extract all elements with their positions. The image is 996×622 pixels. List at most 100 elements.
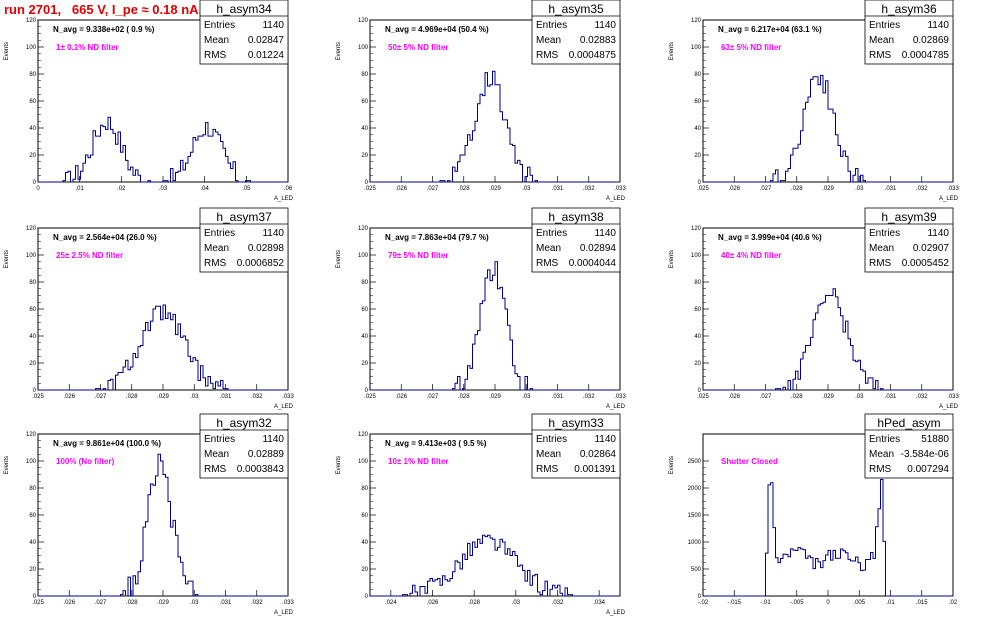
- filter-label: 40± 4% ND filter: [721, 251, 781, 260]
- y-axis-title: Events: [669, 456, 675, 474]
- x-tick-label: .028: [458, 186, 470, 192]
- x-tick-label: .025: [32, 394, 44, 400]
- stats-value-mean: 0.02889: [248, 449, 285, 460]
- stats-name: h_asym33: [548, 416, 604, 430]
- x-tick-label: .031: [220, 394, 232, 400]
- filter-label: 63± 5% ND filter: [721, 43, 781, 52]
- y-tick-label: 80: [29, 486, 36, 492]
- x-tick-label: .029: [157, 600, 169, 606]
- y-axis-title: Events: [669, 250, 675, 268]
- histogram-panel-h_asym34: 0 20 40 60 80 100 120 0 .01 .02 .03 .04 .05 .06 Events…: [4, 0, 294, 202]
- y-axis-title: Events: [336, 456, 342, 474]
- x-tick-label: .027: [95, 394, 107, 400]
- x-tick-label: .03: [855, 394, 864, 400]
- x-tick-label: .032: [916, 186, 928, 192]
- stats-name: h_asym39: [881, 210, 937, 224]
- stats-box: [199, 207, 289, 273]
- stats-key-mean: Mean: [536, 243, 561, 254]
- stats-key-rms: RMS: [536, 258, 559, 269]
- x-tick-label: .026: [63, 394, 75, 400]
- x-tick-label: .03: [159, 186, 168, 192]
- stats-value-entries: 1140: [594, 228, 616, 239]
- n-avg-label: N_avg = 3.999e+04 (40.6 %): [718, 233, 822, 242]
- x-tick-label: 0: [826, 600, 830, 606]
- histogram-line: [703, 288, 953, 391]
- stats-box: [864, 207, 954, 273]
- y-tick-label: 100: [358, 459, 369, 465]
- stats-key-mean: Mean: [204, 243, 229, 254]
- stats-key-mean: Mean: [204, 35, 229, 46]
- y-tick-label: 40: [29, 126, 36, 132]
- x-tick-label: .032: [916, 394, 928, 400]
- x-tick-label: .031: [552, 394, 564, 400]
- x-tick-label: .028: [126, 394, 138, 400]
- y-tick-label: 60: [361, 307, 368, 313]
- histogram-panel-h_asym35: 0 20 40 60 80 100 120 .025 .026 .027 .028 .029 .03 .0…: [336, 0, 626, 202]
- histogram-line: [370, 70, 620, 183]
- stats-key-entries: Entries: [869, 228, 900, 239]
- filter-label: 25± 2.5% ND filter: [56, 251, 123, 260]
- x-tick-label: .03: [855, 186, 864, 192]
- y-tick-label: 120: [358, 18, 369, 24]
- x-tick-label: -.02: [698, 600, 709, 606]
- y-tick-label: 0: [365, 594, 369, 600]
- n-avg-label: N_avg = 4.969e+04 (50.4 %): [385, 25, 489, 34]
- y-tick-label: 60: [29, 307, 36, 313]
- stats-value-entries: 1140: [594, 20, 616, 31]
- histogram-panel-h_asym39: 0 20 40 60 80 100 120 .025 .026 .027 .028 .029 .03 .0…: [669, 207, 959, 410]
- y-tick-label: 0: [698, 180, 702, 186]
- y-axis-title: Events: [4, 42, 10, 60]
- stats-key-rms: RMS: [869, 258, 892, 269]
- x-tick-label: .032: [552, 600, 564, 606]
- stats-key-rms: RMS: [536, 50, 559, 61]
- stats-key-rms: RMS: [204, 50, 227, 61]
- x-tick-label: .028: [468, 600, 480, 606]
- stats-box: [531, 413, 621, 479]
- stats-key-entries: Entries: [536, 228, 567, 239]
- stats-value-mean: 0.02847: [248, 35, 285, 46]
- x-tick-label: .032: [251, 394, 263, 400]
- y-tick-label: 40: [694, 334, 701, 340]
- x-tick-label: .033: [282, 600, 294, 606]
- filter-label: 1± 0.1% ND filter: [56, 43, 119, 52]
- y-tick-label: 100: [26, 253, 37, 259]
- stats-value-mean: 0.02883: [580, 35, 617, 46]
- filter-label: Shutter Closed: [721, 457, 778, 466]
- x-tick-label: .025: [697, 394, 709, 400]
- stats-key-mean: Mean: [869, 35, 894, 46]
- y-tick-label: 20: [361, 361, 368, 367]
- histogram-line: [38, 116, 288, 183]
- y-tick-label: 40: [361, 540, 368, 546]
- x-tick-label: .025: [697, 186, 709, 192]
- stats-value-mean: 0.02869: [913, 35, 950, 46]
- y-axis-title: Events: [4, 456, 10, 474]
- stats-key-rms: RMS: [536, 464, 559, 475]
- x-tick-label: .03: [522, 394, 531, 400]
- stats-key-entries: Entries: [204, 228, 235, 239]
- stats-name: h_asym32: [216, 416, 272, 430]
- x-axis-title: A_LED: [939, 404, 959, 410]
- x-tick-label: .029: [489, 394, 501, 400]
- n-avg-label: N_avg = 7.863e+04 (79.7 %): [385, 233, 489, 242]
- y-axis-title: Events: [669, 42, 675, 60]
- x-tick-label: .005: [853, 600, 865, 606]
- stats-key-mean: Mean: [204, 449, 229, 460]
- y-tick-label: 20: [694, 361, 701, 367]
- stats-value-mean: 0.02907: [913, 243, 950, 254]
- x-tick-label: .026: [63, 600, 75, 606]
- y-tick-label: 20: [29, 153, 36, 159]
- stats-value-rms: 0.01224: [248, 50, 285, 61]
- y-tick-label: 120: [691, 226, 702, 232]
- x-tick-label: .026: [728, 394, 740, 400]
- stats-key-rms: RMS: [869, 464, 892, 475]
- y-axis-title: Events: [336, 42, 342, 60]
- x-tick-label: .033: [282, 394, 294, 400]
- y-tick-label: 60: [694, 99, 701, 105]
- y-tick-label: 40: [361, 126, 368, 132]
- y-tick-label: 80: [361, 486, 368, 492]
- stats-key-entries: Entries: [204, 434, 235, 445]
- y-tick-label: 120: [26, 226, 37, 232]
- x-tick-label: .03: [190, 394, 199, 400]
- stats-name: h_asym34: [216, 2, 272, 16]
